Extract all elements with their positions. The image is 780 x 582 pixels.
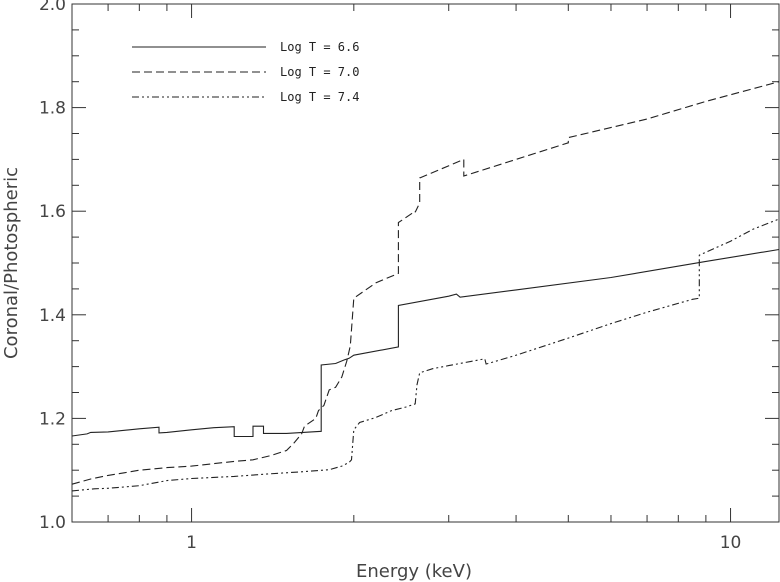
series-line-1 [71, 248, 780, 438]
legend-label-1: Log T = 6.6 [280, 40, 359, 54]
y-tick-label: 1.8 [39, 99, 66, 119]
y-tick-label: 1.6 [39, 202, 66, 222]
x-tick-label: 1 [186, 533, 197, 553]
series-line-3 [71, 218, 780, 492]
axis-ticks [71, 3, 779, 523]
legend-label-2: Log T = 7.0 [280, 65, 359, 79]
tick-labels: 1.0 1.2 1.4 1.6 1.8 2.0 1 10 [39, 0, 741, 553]
plot-frame [71, 3, 780, 523]
y-tick-label: 1.0 [39, 513, 66, 533]
y-tick-label: 1.2 [39, 409, 66, 429]
x-tick-label: 10 [720, 533, 742, 553]
y-axis-title: Coronal/Photospheric [1, 167, 22, 359]
x-axis-title: Energy (keV) [356, 561, 472, 582]
y-tick-label: 2.0 [39, 0, 66, 15]
y-tick-label: 1.4 [39, 306, 66, 326]
series-lines [71, 81, 780, 492]
plot-border [71, 3, 780, 523]
legend: Log T = 6.6 Log T = 7.0 Log T = 7.4 [132, 40, 359, 104]
series-line-2 [71, 81, 780, 485]
legend-label-3: Log T = 7.4 [280, 90, 359, 104]
